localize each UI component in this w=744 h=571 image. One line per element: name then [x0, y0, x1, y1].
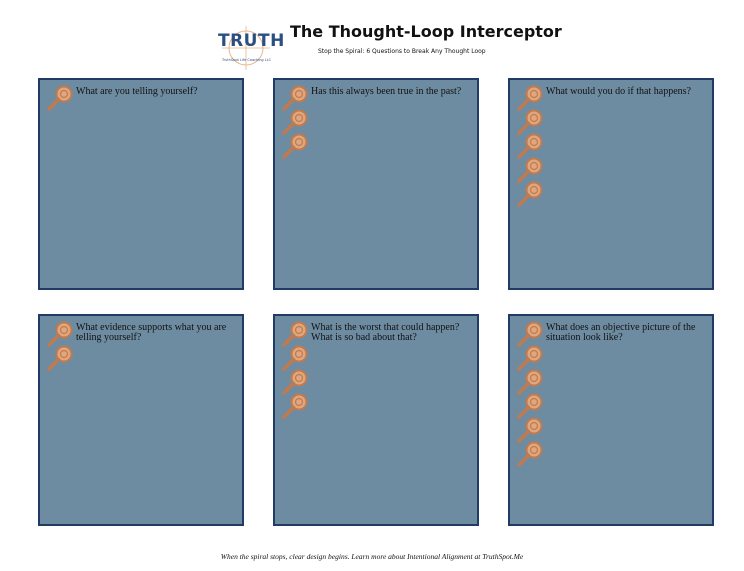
- magnifier-icon: [282, 85, 308, 111]
- question: What is the worst that could happen? Wha…: [311, 322, 460, 343]
- magnifier-icon: [517, 345, 543, 371]
- question-box: What are you telling yourself?: [38, 78, 244, 290]
- magnifier-icon: [517, 321, 543, 347]
- title: The Thought-Loop Interceptor: [290, 22, 562, 41]
- magnifier-icon: [47, 85, 73, 111]
- question-box: What would you do if that happens?: [508, 78, 714, 290]
- magnifier-icon: [517, 133, 543, 159]
- magnifier-icon: [282, 109, 308, 135]
- magnifier-icon: [517, 109, 543, 135]
- icon-stack: [517, 85, 543, 207]
- question-box: What evidence supports what you are tell…: [38, 314, 244, 526]
- icon-stack: [282, 85, 308, 159]
- magnifier-icon: [47, 345, 73, 371]
- magnifier-icon: [517, 441, 543, 467]
- magnifier-icon: [47, 321, 73, 347]
- question-box: What does an objective picture of the si…: [508, 314, 714, 526]
- magnifier-icon: [517, 369, 543, 395]
- question: What are you telling yourself?: [76, 86, 198, 97]
- question: What does an objective picture of the si…: [546, 322, 696, 343]
- icon-stack: [517, 321, 543, 467]
- question: Has this always been true in the past?: [311, 86, 462, 97]
- subtitle: Stop the Spiral: 6 Questions to Break An…: [318, 48, 486, 55]
- logo-mark: [222, 26, 270, 70]
- magnifier-icon: [282, 369, 308, 395]
- magnifier-icon: [282, 393, 308, 419]
- magnifier-icon: [517, 417, 543, 443]
- logo-text: TRUTH: [218, 31, 285, 51]
- magnifier-icon: [517, 157, 543, 183]
- magnifier-icon: [517, 85, 543, 111]
- icon-stack: [282, 321, 308, 419]
- magnifier-icon: [282, 321, 308, 347]
- footer: When the spiral stops, clear design begi…: [220, 552, 524, 561]
- magnifier-icon: [517, 181, 543, 207]
- question-box: What is the worst that could happen? Wha…: [273, 314, 479, 526]
- magnifier-icon: [282, 133, 308, 159]
- logo-caption: TruthSpot Life Coaching LLC: [222, 58, 272, 62]
- icon-stack: [47, 85, 73, 111]
- icon-stack: [47, 321, 73, 371]
- question-box: Has this always been true in the past?: [273, 78, 479, 290]
- magnifier-icon: [282, 345, 308, 371]
- question: What would you do if that happens?: [546, 86, 691, 97]
- question: What evidence supports what you are tell…: [76, 322, 227, 343]
- magnifier-icon: [517, 393, 543, 419]
